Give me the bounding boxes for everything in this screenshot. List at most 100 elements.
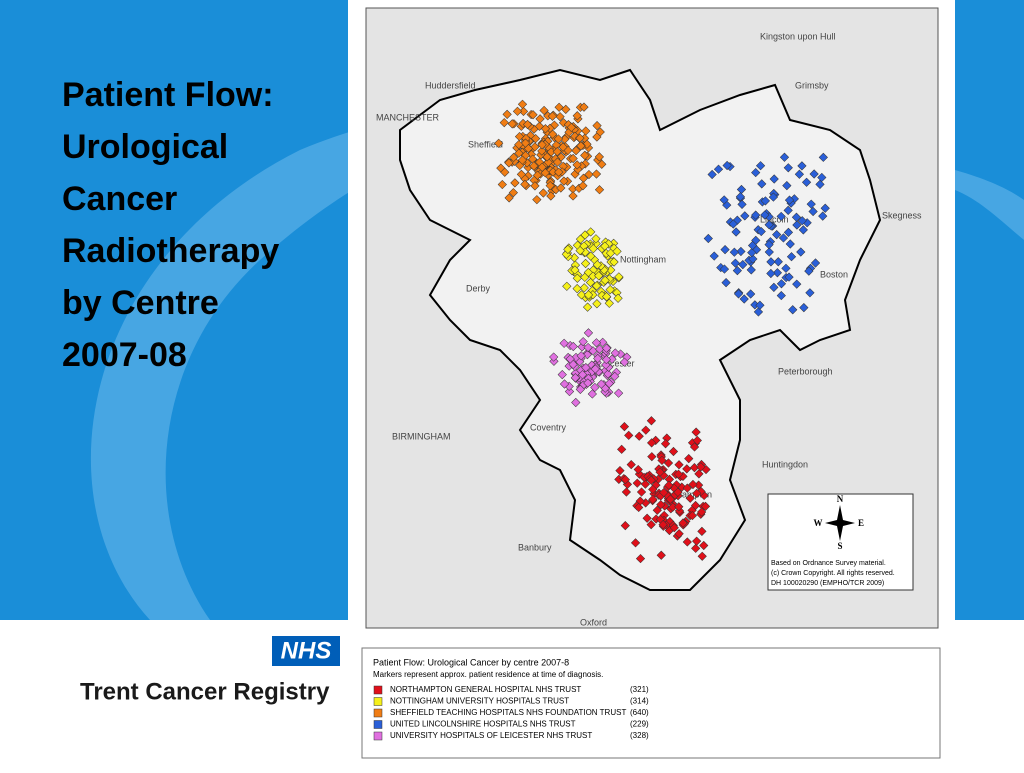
place-label: Skegness xyxy=(882,210,922,220)
patient-marker xyxy=(517,155,527,165)
legend-count: (321) xyxy=(630,685,649,694)
patient-marker xyxy=(548,129,558,139)
patient-marker xyxy=(537,140,547,150)
patient-marker xyxy=(728,219,738,229)
patient-marker xyxy=(545,181,555,191)
legend-box xyxy=(361,647,941,759)
patient-marker xyxy=(571,145,581,156)
patient-marker xyxy=(797,216,807,226)
patient-marker xyxy=(657,455,667,466)
patient-marker xyxy=(792,220,802,230)
patient-marker xyxy=(582,350,592,360)
patient-marker xyxy=(646,416,656,426)
patient-marker xyxy=(692,536,702,546)
patient-marker xyxy=(542,152,552,162)
copyright-line: DH 100020290 (EMPHO/TCR 2009) xyxy=(771,580,884,587)
patient-marker xyxy=(620,521,630,531)
patient-marker xyxy=(619,422,630,432)
patient-marker xyxy=(692,488,702,498)
legend-swatch xyxy=(373,685,383,695)
patient-marker xyxy=(580,150,590,160)
patient-marker xyxy=(528,154,538,164)
patient-marker xyxy=(531,133,541,144)
patient-marker xyxy=(696,462,706,472)
patient-marker xyxy=(562,281,572,291)
patient-marker xyxy=(502,109,512,119)
title-line: Patient Flow: xyxy=(62,76,274,114)
patient-marker xyxy=(818,152,828,162)
patient-marker xyxy=(747,240,758,251)
legend-swatch xyxy=(373,720,383,729)
patient-marker xyxy=(560,134,570,144)
patient-marker xyxy=(760,196,771,206)
patient-marker xyxy=(804,266,814,276)
legend-name: UNITED LINCOLNSHIRE HOSPITALS NHS TRUST xyxy=(390,720,576,729)
patient-marker xyxy=(678,518,688,528)
patient-marker xyxy=(797,161,807,171)
patient-marker xyxy=(731,227,741,237)
patient-marker xyxy=(685,493,695,503)
patient-marker xyxy=(600,241,610,251)
patient-marker xyxy=(577,370,588,380)
patient-marker xyxy=(552,157,563,167)
copyright-line: Based on Ordnance Survey material. xyxy=(771,560,886,567)
patient-marker xyxy=(664,474,675,484)
patient-marker xyxy=(583,290,594,300)
patient-marker xyxy=(746,289,756,299)
patient-marker xyxy=(516,169,527,179)
patient-marker xyxy=(755,300,765,310)
patient-marker xyxy=(776,279,787,289)
patient-marker xyxy=(692,435,702,446)
patient-marker xyxy=(720,245,730,255)
place-label: Northampton xyxy=(660,489,712,499)
patient-marker xyxy=(520,179,530,189)
legend-title: Patient Flow: Urological Cancer by centr… xyxy=(373,657,569,667)
legend-entries: NORTHAMPTON GENERAL HOSPITAL NHS TRUST (3… xyxy=(373,685,649,741)
patient-marker xyxy=(772,268,782,278)
patient-marker xyxy=(663,458,674,468)
patient-marker xyxy=(682,483,692,493)
patient-marker xyxy=(642,513,652,523)
place-label: Nottingham xyxy=(620,254,666,264)
patient-marker xyxy=(768,192,778,202)
patient-marker xyxy=(586,251,596,261)
compass-e: E xyxy=(858,518,864,528)
patient-marker xyxy=(509,152,519,162)
copyright: Based on Ordnance Survey material. (c) Cr… xyxy=(771,560,895,587)
patient-marker xyxy=(736,246,746,257)
patient-marker xyxy=(559,176,569,186)
compass-n: N xyxy=(837,494,844,504)
patient-marker xyxy=(669,523,679,533)
patient-marker xyxy=(607,354,617,364)
patient-marker xyxy=(782,181,792,191)
patient-marker xyxy=(528,110,538,120)
patient-marker xyxy=(576,351,586,361)
patient-marker xyxy=(792,279,802,289)
patient-marker xyxy=(647,438,657,448)
patient-marker xyxy=(580,258,591,269)
patient-marker xyxy=(788,305,798,315)
patient-marker xyxy=(532,170,543,180)
patient-marker xyxy=(565,354,575,364)
patient-marker xyxy=(748,254,758,264)
patient-marker xyxy=(766,257,776,267)
patient-marker xyxy=(539,105,549,116)
patient-marker xyxy=(578,181,588,191)
patient-marker xyxy=(612,246,622,256)
patient-marker xyxy=(606,265,616,275)
place-labels: MANCHESTER Sheffield Huddersfield Derby BIRM… xyxy=(376,31,922,627)
patient-marker xyxy=(566,122,576,133)
patient-marker xyxy=(610,348,620,358)
patient-marker xyxy=(583,342,593,353)
patient-marker xyxy=(570,373,580,383)
patient-marker xyxy=(530,142,540,152)
patient-marker xyxy=(784,195,795,205)
patient-marker xyxy=(594,271,604,281)
patient-marker xyxy=(697,526,707,536)
title-line: Cancer xyxy=(62,180,177,218)
patient-marker xyxy=(655,467,665,477)
patient-marker xyxy=(751,167,761,178)
patient-marker xyxy=(537,162,547,172)
patient-marker xyxy=(619,357,630,367)
patient-marker xyxy=(799,303,809,313)
